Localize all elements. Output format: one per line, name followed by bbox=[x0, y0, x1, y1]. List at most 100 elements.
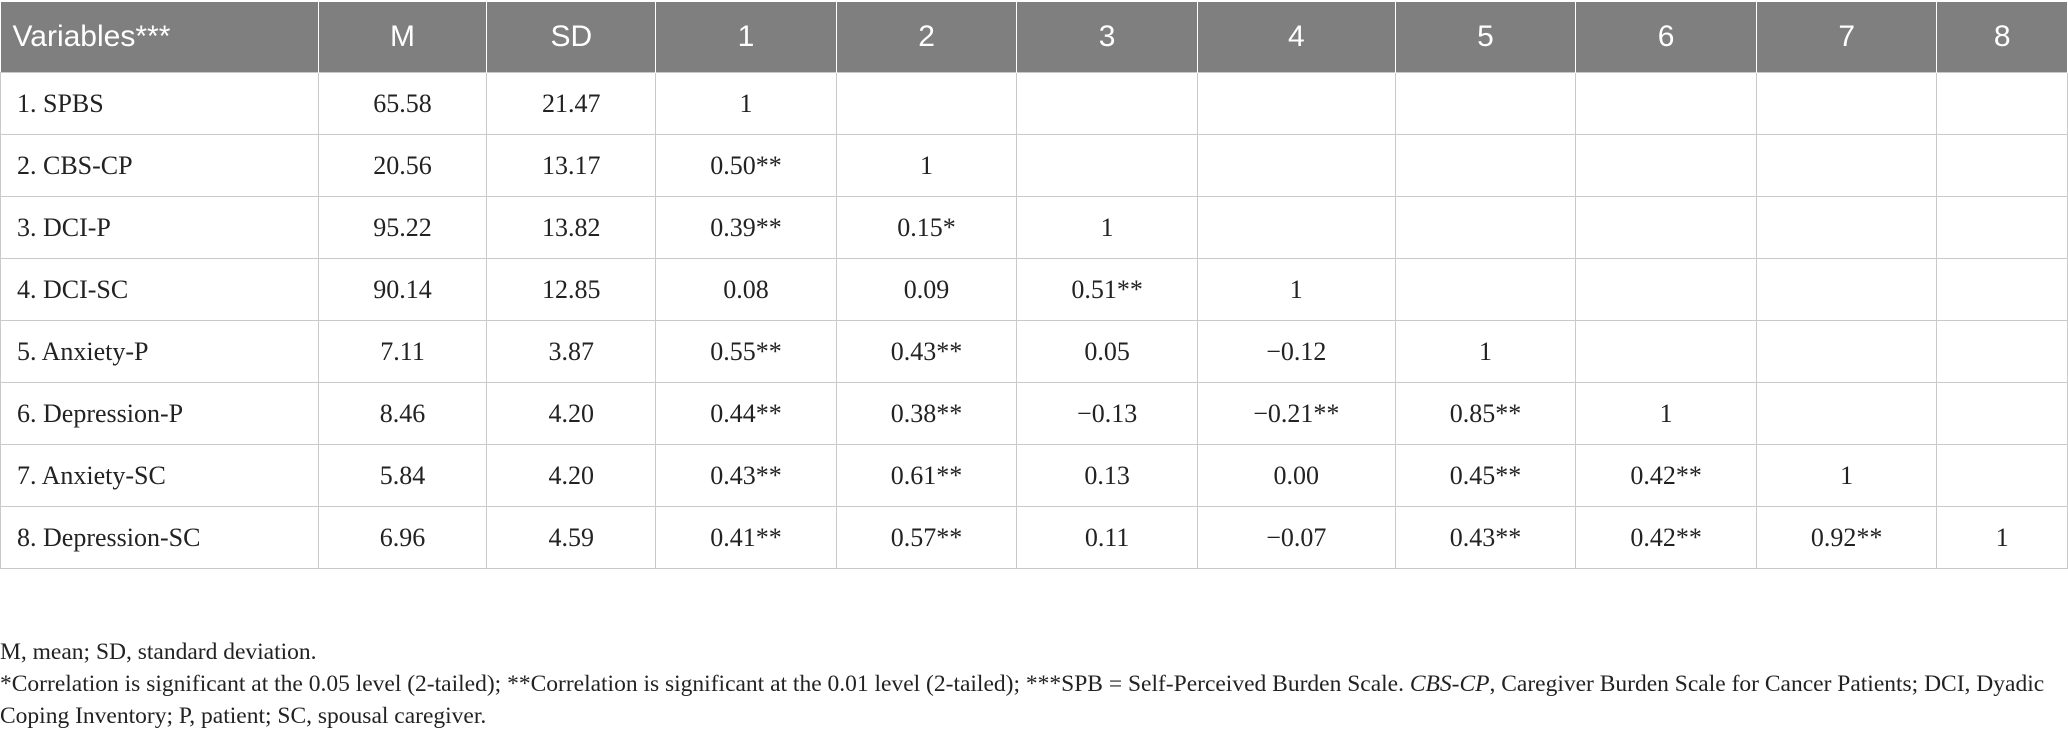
variable-cell: 6. Depression-P bbox=[0, 382, 319, 445]
correlation-cell: 1 bbox=[835, 134, 1018, 197]
mean-cell: 90.14 bbox=[317, 258, 488, 321]
correlation-cell bbox=[1755, 196, 1938, 259]
correlation-cell: −0.13 bbox=[1016, 382, 1198, 445]
correlation-cell bbox=[1196, 72, 1396, 135]
table-row: 7. Anxiety-SC 5.84 4.20 0.43** 0.61** 0.13 0.0… bbox=[0, 444, 2068, 507]
correlation-cell bbox=[835, 72, 1018, 135]
correlation-cell bbox=[1936, 72, 2068, 135]
correlation-cell bbox=[1394, 72, 1577, 135]
note-cbs-cp-italic: CBS-CP bbox=[1409, 671, 1490, 697]
correlation-cell: −0.12 bbox=[1196, 320, 1396, 383]
column-header-5: 5 bbox=[1394, 2, 1577, 73]
correlation-cell: −0.21** bbox=[1196, 382, 1396, 445]
sd-cell: 13.17 bbox=[486, 134, 657, 197]
correlation-cell: 0.43** bbox=[655, 444, 837, 507]
column-header-sd: SD bbox=[486, 2, 657, 73]
correlation-cell: 0.38** bbox=[835, 382, 1018, 445]
correlation-cell bbox=[1575, 72, 1757, 135]
correlation-cell: 0.09 bbox=[835, 258, 1018, 321]
correlation-cell: 0.43** bbox=[1394, 506, 1577, 569]
correlation-cell bbox=[1196, 134, 1396, 197]
correlation-cell bbox=[1936, 196, 2068, 259]
correlation-cell: 0.45** bbox=[1394, 444, 1577, 507]
correlation-cell: 1 bbox=[1016, 196, 1198, 259]
correlation-cell: 0.61** bbox=[835, 444, 1018, 507]
correlation-cell: 0.51** bbox=[1016, 258, 1198, 321]
note-definitions-text: , Caregiver Burden Scale for Cancer Pati… bbox=[0, 671, 2045, 729]
sd-cell: 13.82 bbox=[486, 196, 657, 259]
correlation-cell: 0.13 bbox=[1016, 444, 1198, 507]
mean-cell: 65.58 bbox=[317, 72, 488, 135]
column-header-1: 1 bbox=[655, 2, 837, 73]
column-header-m: M bbox=[317, 2, 488, 73]
correlation-cell: 0.43** bbox=[835, 320, 1018, 383]
correlation-cell: 0.05 bbox=[1016, 320, 1198, 383]
variable-cell: 3. DCI-P bbox=[0, 196, 319, 259]
correlation-cell bbox=[1755, 72, 1938, 135]
correlation-cell: 0.44** bbox=[655, 382, 837, 445]
correlation-cell bbox=[1575, 134, 1757, 197]
sd-cell: 12.85 bbox=[486, 258, 657, 321]
variable-cell: 4. DCI-SC bbox=[0, 258, 319, 321]
correlation-cell bbox=[1936, 382, 2068, 445]
variable-cell: 2. CBS-CP bbox=[0, 134, 319, 197]
correlation-table-container: Variables*** M SD 1 2 3 4 5 6 7 8 1. SPBS 65.58 21.4… bbox=[0, 2, 2068, 569]
sd-cell: 4.59 bbox=[486, 506, 657, 569]
correlation-cell bbox=[1755, 382, 1938, 445]
table-row: 5. Anxiety-P 7.11 3.87 0.55** 0.43** 0.05 −0.1… bbox=[0, 320, 2068, 383]
correlation-cell: 0.92** bbox=[1755, 506, 1938, 569]
table-row: 6. Depression-P 8.46 4.20 0.44** 0.38** −0.13… bbox=[0, 382, 2068, 445]
correlation-cell: 0.42** bbox=[1575, 506, 1757, 569]
correlation-cell bbox=[1936, 320, 2068, 383]
correlation-cell: 0.00 bbox=[1196, 444, 1396, 507]
correlation-cell: 1 bbox=[1575, 382, 1757, 445]
correlation-cell: 0.11 bbox=[1016, 506, 1198, 569]
correlation-cell: 1 bbox=[1394, 320, 1577, 383]
mean-cell: 7.11 bbox=[317, 320, 488, 383]
correlation-cell: 0.41** bbox=[655, 506, 837, 569]
table-row: 8. Depression-SC 6.96 4.59 0.41** 0.57** 0.11… bbox=[0, 506, 2068, 569]
correlation-table: Variables*** M SD 1 2 3 4 5 6 7 8 1. SPBS 65.58 21.4… bbox=[0, 2, 2068, 569]
column-header-8: 8 bbox=[1936, 2, 2068, 73]
correlation-cell bbox=[1394, 134, 1577, 197]
correlation-cell: 0.08 bbox=[655, 258, 837, 321]
sd-cell: 21.47 bbox=[486, 72, 657, 135]
correlation-cell: 1 bbox=[655, 72, 837, 135]
note-abbreviations: M, mean; SD, standard deviation. bbox=[0, 639, 317, 665]
column-header-2: 2 bbox=[835, 2, 1018, 73]
variable-cell: 1. SPBS bbox=[0, 72, 319, 135]
table-row: 3. DCI-P 95.22 13.82 0.39** 0.15* 1 bbox=[0, 196, 2068, 259]
variable-cell: 7. Anxiety-SC bbox=[0, 444, 319, 507]
variable-cell: 5. Anxiety-P bbox=[0, 320, 319, 383]
table-row: 1. SPBS 65.58 21.47 1 bbox=[0, 72, 2068, 135]
correlation-cell bbox=[1575, 196, 1757, 259]
header-row: Variables*** M SD 1 2 3 4 5 6 7 8 bbox=[0, 2, 2068, 73]
correlation-cell: −0.07 bbox=[1196, 506, 1396, 569]
column-header-variables: Variables*** bbox=[0, 2, 319, 73]
correlation-cell bbox=[1936, 134, 2068, 197]
correlation-cell bbox=[1936, 258, 2068, 321]
correlation-cell: 0.85** bbox=[1394, 382, 1577, 445]
column-header-3: 3 bbox=[1016, 2, 1198, 73]
variable-cell: 8. Depression-SC bbox=[0, 506, 319, 569]
column-header-7: 7 bbox=[1755, 2, 1938, 73]
correlation-cell bbox=[1575, 320, 1757, 383]
mean-cell: 6.96 bbox=[317, 506, 488, 569]
correlation-cell: 1 bbox=[1196, 258, 1396, 321]
correlation-cell: 0.50** bbox=[655, 134, 837, 197]
correlation-cell bbox=[1575, 258, 1757, 321]
sd-cell: 4.20 bbox=[486, 444, 657, 507]
table-row: 4. DCI-SC 90.14 12.85 0.08 0.09 0.51** 1 bbox=[0, 258, 2068, 321]
correlation-cell bbox=[1936, 444, 2068, 507]
table-row: 2. CBS-CP 20.56 13.17 0.50** 1 bbox=[0, 134, 2068, 197]
correlation-cell bbox=[1394, 196, 1577, 259]
correlation-cell bbox=[1755, 320, 1938, 383]
mean-cell: 8.46 bbox=[317, 382, 488, 445]
correlation-cell bbox=[1016, 72, 1198, 135]
mean-cell: 5.84 bbox=[317, 444, 488, 507]
correlation-cell bbox=[1394, 258, 1577, 321]
correlation-cell bbox=[1755, 134, 1938, 197]
mean-cell: 20.56 bbox=[317, 134, 488, 197]
table-notes: M, mean; SD, standard deviation. *Correl… bbox=[0, 636, 2060, 732]
note-significance: *Correlation is significant at the 0.05 … bbox=[0, 668, 2060, 732]
